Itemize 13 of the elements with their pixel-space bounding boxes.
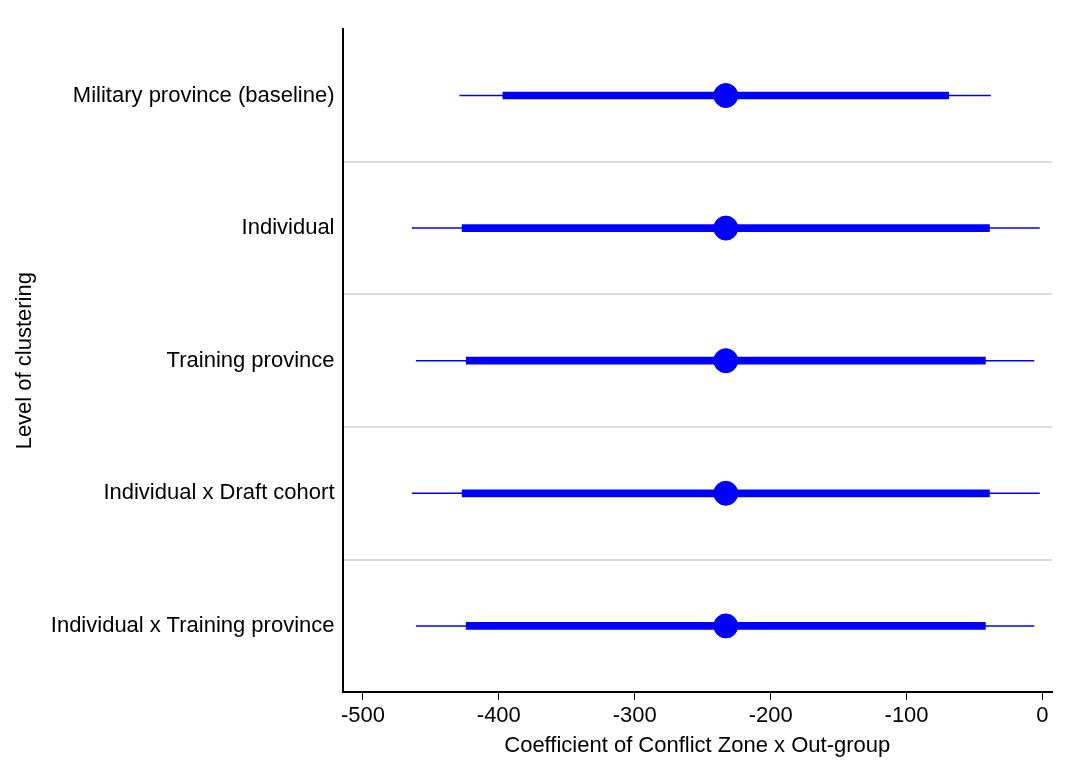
x-tick-label: -400 <box>476 702 521 728</box>
y-axis-title: Level of clustering <box>11 272 37 450</box>
y-tick-label: Individual x Draft cohort <box>103 479 335 505</box>
y-tick-label: Individual x Training province <box>50 611 335 637</box>
y-tick-label: Individual <box>241 214 335 240</box>
x-tick-label: -500 <box>340 702 385 728</box>
y-tick-label: Military province (baseline) <box>72 81 335 107</box>
x-tick-label: 0 <box>1036 702 1049 728</box>
x-tick-label: -300 <box>612 702 657 728</box>
x-tick-label: -100 <box>884 702 929 728</box>
x-tick-label: -200 <box>748 702 793 728</box>
y-tick-label: Training province <box>166 346 335 372</box>
x-axis-title: Coefficient of Conflict Zone x Out-group <box>504 731 891 757</box>
